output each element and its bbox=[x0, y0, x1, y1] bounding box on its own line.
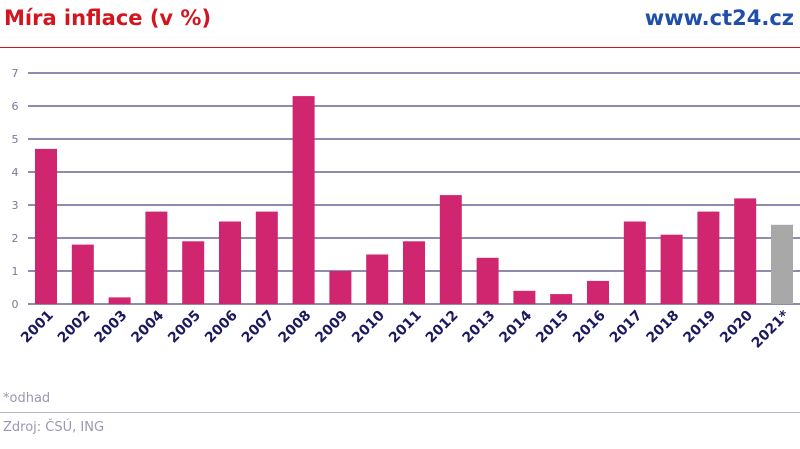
x-tick-label: 2017 bbox=[607, 308, 646, 347]
bar bbox=[623, 221, 646, 304]
x-tick-label: 2001 bbox=[18, 308, 57, 347]
x-tick-label: 2003 bbox=[92, 308, 131, 347]
bar bbox=[108, 297, 131, 304]
x-tick-label: 2005 bbox=[165, 308, 204, 347]
y-tick-label: 2 bbox=[12, 232, 19, 245]
x-tick-label: 2014 bbox=[496, 307, 535, 346]
x-tick-label: 2007 bbox=[239, 308, 278, 347]
bar bbox=[35, 148, 57, 304]
x-tick-label: 2010 bbox=[349, 307, 388, 346]
chart-title: Míra inflace (v %) bbox=[4, 6, 212, 30]
bar bbox=[182, 241, 205, 304]
bar bbox=[292, 96, 315, 304]
bar bbox=[734, 198, 757, 304]
bar bbox=[550, 294, 573, 304]
x-tick-label: 2019 bbox=[680, 308, 719, 347]
bar bbox=[366, 254, 389, 304]
bar bbox=[439, 195, 462, 304]
bar bbox=[513, 290, 536, 304]
bar bbox=[329, 271, 352, 304]
y-tick-label: 1 bbox=[12, 265, 19, 278]
bar-chart: 0 1 2 3 4 5 6 7 20012002200320042005200620072008… bbox=[12, 67, 800, 352]
bar bbox=[219, 221, 241, 304]
x-tick-label: 2006 bbox=[202, 308, 241, 347]
bar bbox=[71, 244, 94, 304]
bar bbox=[255, 211, 278, 304]
y-tick-label: 5 bbox=[12, 133, 19, 146]
bar bbox=[403, 241, 425, 304]
x-tick-label: 2013 bbox=[460, 308, 499, 347]
title-divider bbox=[0, 47, 800, 48]
estimate-note: *odhad bbox=[3, 391, 51, 406]
bar bbox=[697, 211, 720, 304]
x-tick-label: 2011 bbox=[386, 308, 425, 347]
x-tick-label: 2002 bbox=[55, 308, 94, 347]
x-tick-label: 2009 bbox=[312, 308, 351, 347]
x-tick-label: 2012 bbox=[423, 308, 462, 347]
x-tick-label: 2021* bbox=[749, 307, 794, 352]
footer-divider bbox=[0, 412, 800, 413]
bar bbox=[660, 234, 683, 304]
x-tick-label: 2004 bbox=[128, 307, 167, 346]
brand-link[interactable]: www.ct24.cz bbox=[644, 6, 794, 30]
y-tick-label: 7 bbox=[12, 67, 19, 80]
x-tick-label: 2015 bbox=[533, 308, 572, 347]
x-tick-label: 2018 bbox=[644, 308, 683, 347]
y-tick-label: 0 bbox=[12, 298, 19, 311]
source-text: Zdroj: ČSÚ, ING bbox=[3, 420, 105, 435]
x-tick-label: 2008 bbox=[276, 308, 315, 347]
bar bbox=[587, 280, 609, 304]
bar bbox=[145, 211, 168, 304]
y-tick-label: 3 bbox=[12, 199, 19, 212]
y-tick-label: 4 bbox=[12, 166, 19, 179]
y-tick-label: 6 bbox=[12, 100, 19, 113]
bar bbox=[771, 224, 793, 304]
bar bbox=[476, 257, 499, 304]
x-tick-label: 2016 bbox=[570, 308, 609, 347]
